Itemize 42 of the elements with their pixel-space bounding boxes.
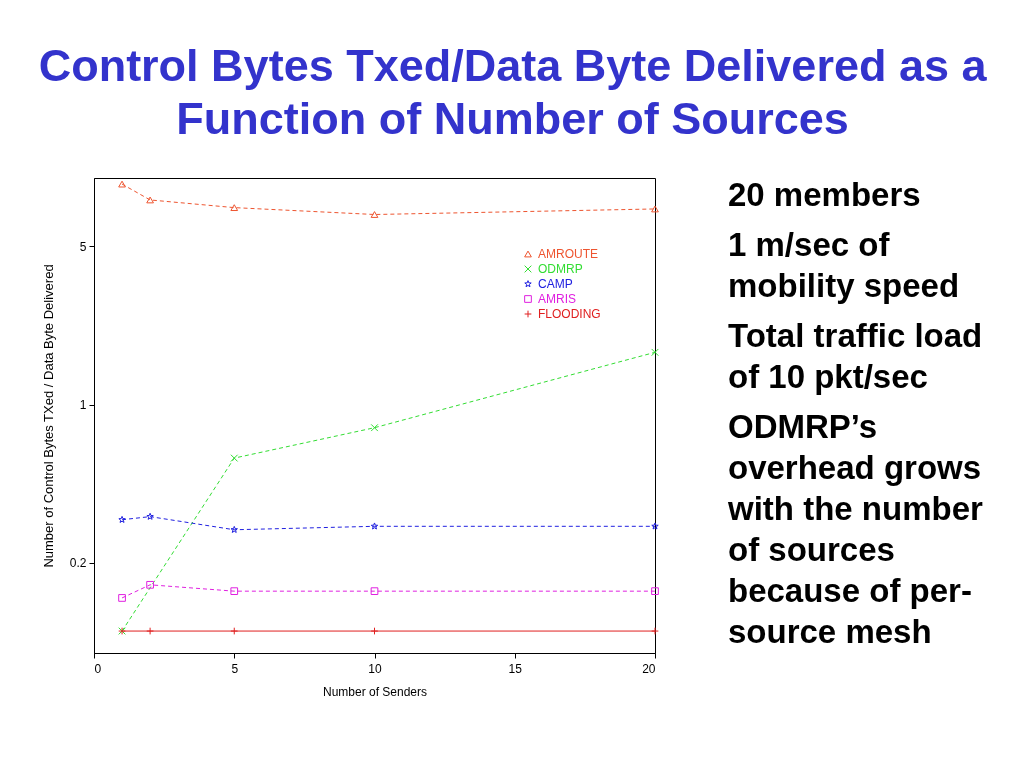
text: 20 members xyxy=(728,176,921,213)
x-tick-label: 5 xyxy=(231,661,239,676)
point xyxy=(651,587,659,596)
point xyxy=(651,348,659,357)
point xyxy=(651,522,659,530)
legend-label: ODMRP xyxy=(538,262,583,276)
y-tick-label: 1 xyxy=(79,398,87,413)
x-tick-label: 10 xyxy=(368,661,382,676)
legend-label: FLOODING xyxy=(538,307,601,321)
point xyxy=(370,423,379,432)
point xyxy=(651,627,659,635)
point xyxy=(230,204,239,212)
text: 1 m/sec of mobility speed xyxy=(728,226,960,304)
point xyxy=(146,196,154,204)
legend-label: CAMP xyxy=(538,277,573,291)
point xyxy=(370,211,379,218)
point xyxy=(370,587,379,596)
point xyxy=(230,587,239,596)
point xyxy=(146,512,154,520)
point xyxy=(118,594,126,602)
point xyxy=(651,205,659,213)
legend-label: AMROUTE xyxy=(538,247,598,261)
point xyxy=(146,627,154,635)
legend-label: AMRIS xyxy=(538,292,577,306)
point xyxy=(118,180,126,188)
point xyxy=(370,522,379,530)
point xyxy=(118,515,126,523)
x-tick-label: 0 xyxy=(94,661,102,676)
x-tick-label: 15 xyxy=(508,661,523,676)
text: ODMRP’s overhead grows with the number of sources because of per-source mesh xyxy=(727,408,983,650)
y-tick-label: 5 xyxy=(79,239,87,254)
chart-title: Control Bytes Txed/Data Byte Delivered as a Function of Number of Sources xyxy=(38,40,988,144)
x-tick-label: 20 xyxy=(642,661,656,676)
point xyxy=(230,525,238,533)
point xyxy=(230,627,239,635)
point xyxy=(146,580,154,589)
text: Total traffic load of 10 pkt/sec xyxy=(728,317,983,395)
y-axis-title: Number of Control Bytes TXed / Data Byte Delivered xyxy=(40,264,56,568)
x-axis-title: Number of Senders xyxy=(322,684,428,699)
point xyxy=(370,627,379,635)
point xyxy=(230,454,239,462)
y-tick-label: 0.2 xyxy=(69,556,87,571)
